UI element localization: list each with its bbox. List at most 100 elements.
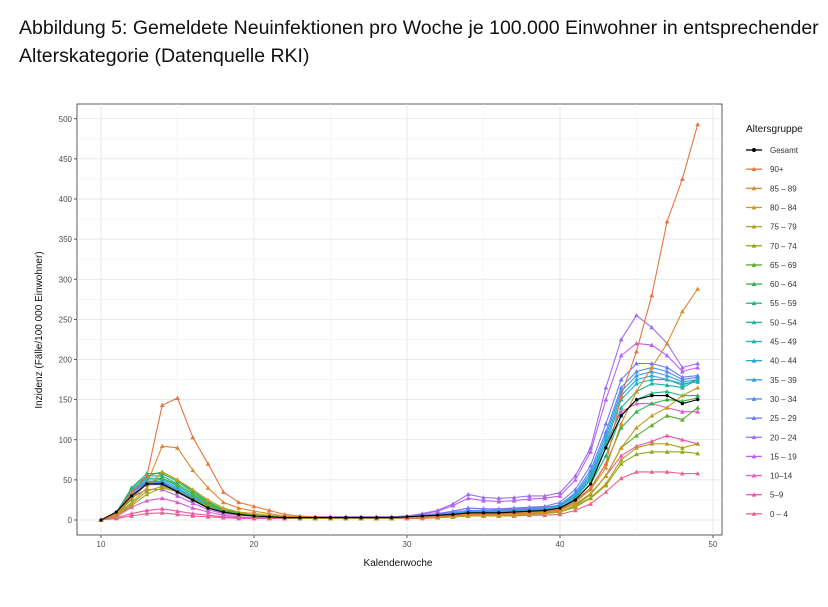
data-point	[175, 477, 180, 482]
data-point	[159, 475, 165, 481]
legend-label: 90+	[770, 165, 784, 174]
data-point	[680, 437, 685, 442]
data-point	[588, 449, 593, 454]
data-point	[680, 445, 685, 450]
legend-title: Altersgruppe	[746, 124, 803, 135]
data-point	[511, 495, 517, 500]
legend-label: 30 – 34	[770, 395, 797, 404]
data-point	[680, 377, 685, 382]
x-axis-title: Kalenderwoche	[364, 558, 433, 569]
data-point	[603, 473, 609, 478]
data-point	[144, 473, 150, 478]
data-point	[496, 499, 502, 504]
data-point	[589, 482, 593, 486]
data-point	[481, 511, 486, 515]
data-point	[618, 409, 624, 414]
data-point	[664, 219, 670, 224]
data-point	[695, 286, 701, 291]
data-point	[159, 402, 165, 408]
data-point	[144, 475, 150, 481]
legend-item: 55 – 59	[746, 299, 797, 308]
legend-label: 40 – 44	[770, 357, 797, 366]
legend-key-marker	[751, 319, 757, 325]
data-point	[481, 495, 486, 500]
data-point	[588, 491, 593, 496]
legend-key-marker	[751, 166, 757, 172]
data-point	[465, 491, 471, 497]
series-line	[100, 395, 698, 521]
data-point	[618, 421, 624, 426]
legend-item: 10–14	[746, 472, 793, 481]
data-point	[664, 449, 670, 454]
data-point	[205, 497, 211, 502]
legend-key-marker	[751, 454, 757, 459]
data-point	[557, 511, 563, 517]
legend-item: 60 – 64	[746, 280, 797, 289]
legend-key-marker	[751, 243, 757, 248]
data-point	[144, 498, 150, 503]
data-point	[649, 413, 655, 418]
legend-item: 75 – 79	[746, 223, 797, 232]
data-point	[175, 508, 180, 514]
data-point	[144, 491, 150, 497]
data-point	[144, 507, 150, 513]
data-point	[634, 433, 639, 438]
legend-item: 5–9	[746, 491, 784, 500]
data-point	[634, 445, 639, 450]
x-tick-label: 50	[709, 540, 718, 549]
data-point	[649, 377, 655, 382]
data-point	[680, 176, 685, 181]
data-point	[252, 514, 256, 518]
legend-label: 75 – 79	[770, 223, 797, 232]
data-point	[266, 511, 272, 516]
data-point	[664, 397, 670, 402]
legend-key-marker	[752, 148, 756, 152]
data-point	[221, 489, 226, 494]
data-point	[634, 377, 639, 382]
data-point	[190, 513, 196, 518]
data-point	[221, 505, 226, 510]
data-point	[634, 341, 639, 346]
legend-label: 80 – 84	[770, 203, 797, 212]
legend-key-marker	[751, 205, 757, 210]
y-axis-title: Inzidenz (Fälle/100 000 Einwohner)	[34, 251, 45, 408]
data-point	[359, 515, 363, 520]
data-point	[664, 365, 670, 370]
data-point	[572, 503, 578, 509]
data-point	[649, 373, 655, 378]
data-point	[665, 394, 669, 398]
data-point	[634, 401, 639, 406]
legend-item: 25 – 29	[746, 414, 797, 423]
data-point	[159, 510, 165, 515]
legend-key-marker	[751, 415, 757, 421]
data-point	[573, 498, 577, 502]
data-point	[144, 511, 150, 516]
data-point	[618, 475, 624, 481]
data-point	[175, 511, 180, 517]
data-point	[236, 505, 242, 510]
data-point	[695, 374, 701, 380]
y-tick-label: 100	[59, 436, 73, 445]
data-point	[129, 503, 134, 508]
data-point	[649, 422, 655, 428]
data-point	[129, 513, 134, 518]
data-point	[664, 382, 670, 388]
legend-key-marker	[751, 434, 757, 440]
data-point	[572, 473, 578, 478]
data-point	[588, 501, 593, 506]
data-point	[603, 385, 609, 390]
data-point	[497, 511, 501, 515]
data-point	[129, 489, 134, 494]
data-point	[664, 373, 670, 378]
data-point	[175, 482, 180, 487]
legend-label: 15 – 19	[770, 452, 797, 461]
data-point	[618, 385, 624, 390]
data-point	[634, 381, 639, 386]
data-point	[206, 506, 210, 510]
data-point	[649, 325, 655, 330]
data-point	[190, 491, 196, 497]
data-point	[114, 510, 118, 514]
data-point	[465, 505, 471, 510]
data-point	[542, 495, 548, 501]
